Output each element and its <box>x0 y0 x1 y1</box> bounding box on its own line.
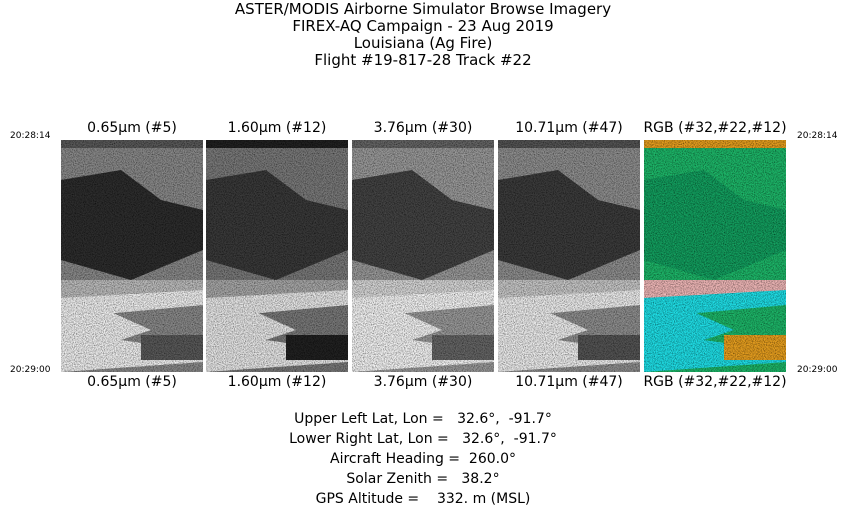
panel-label: 1.60μm (#12) <box>228 374 327 390</box>
end-time: 20:29:00 <box>10 365 51 375</box>
image-region <box>498 140 640 148</box>
image-panel <box>61 140 203 372</box>
image-panel <box>206 140 348 372</box>
info-line: GPS Altitude = 332. m (MSL) <box>316 491 531 507</box>
panel-label: 0.65μm (#5) <box>87 120 177 136</box>
image-region <box>724 335 786 360</box>
image-region <box>644 170 786 280</box>
info-line: Solar Zenith = 38.2° <box>346 471 499 487</box>
start-time: 20:28:14 <box>10 131 51 141</box>
start-time: 20:28:14 <box>797 131 838 141</box>
panel-label: RGB (#32,#22,#12) <box>643 374 786 390</box>
image-region <box>286 335 348 360</box>
image-region <box>498 170 640 280</box>
image-region <box>61 140 203 148</box>
panel-label: 10.71μm (#47) <box>515 374 623 390</box>
title-line: ASTER/MODIS Airborne Simulator Browse Im… <box>235 0 611 18</box>
title-line: Louisiana (Ag Fire) <box>354 34 493 52</box>
image-region <box>432 335 494 360</box>
panel-label: 3.76μm (#30) <box>374 374 473 390</box>
image-region <box>352 290 494 318</box>
panel-label: 1.60μm (#12) <box>228 120 327 136</box>
image-region <box>61 170 203 280</box>
image-panel <box>644 140 786 372</box>
panel-label: 0.65μm (#5) <box>87 374 177 390</box>
panel-label: 3.76μm (#30) <box>374 120 473 136</box>
panel-label: 10.71μm (#47) <box>515 120 623 136</box>
info-line: Aircraft Heading = 260.0° <box>330 451 516 467</box>
title-line: Flight #19-817-28 Track #22 <box>314 51 531 69</box>
image-region <box>206 170 348 280</box>
end-time: 20:29:00 <box>797 365 838 375</box>
image-region <box>206 290 348 318</box>
image-region <box>644 140 786 148</box>
image-region <box>578 335 640 360</box>
image-panel <box>352 140 494 372</box>
title-line: FIREX-AQ Campaign - 23 Aug 2019 <box>292 17 553 35</box>
image-region <box>206 140 348 148</box>
image-region <box>352 170 494 280</box>
image-region <box>141 335 203 360</box>
image-panel <box>498 140 640 372</box>
image-region <box>644 290 786 318</box>
image-region <box>61 290 203 318</box>
panel-label: RGB (#32,#22,#12) <box>643 120 786 136</box>
image-region <box>352 140 494 148</box>
info-line: Upper Left Lat, Lon = 32.6°, -91.7° <box>294 411 552 427</box>
info-line: Lower Right Lat, Lon = 32.6°, -91.7° <box>289 431 557 447</box>
image-region <box>498 290 640 318</box>
